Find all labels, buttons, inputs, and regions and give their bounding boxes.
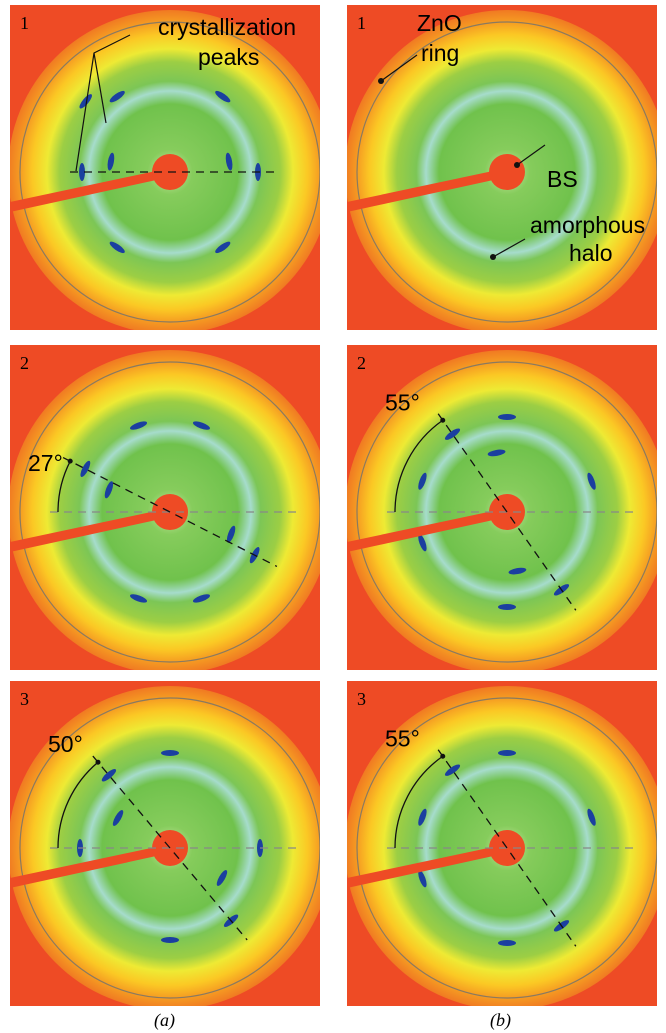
annotation: ZnO — [417, 10, 462, 36]
angle-label: 50° — [48, 731, 83, 757]
panel-number: 1 — [20, 13, 29, 33]
panel-number: 2 — [20, 353, 29, 373]
peak — [498, 414, 516, 420]
panel-number: 3 — [20, 689, 29, 709]
diffraction-panel: 3 50° — [10, 681, 320, 1006]
caption: (a) — [154, 1010, 175, 1031]
pointer-dot — [378, 78, 384, 84]
diffraction-panel: 1 crystallization peaks — [10, 5, 320, 330]
diffraction-panel: 2 27° — [10, 345, 320, 670]
peak — [498, 750, 516, 756]
pointer-dot — [514, 162, 520, 168]
annotation: halo — [569, 240, 612, 266]
angle-label: 27° — [28, 450, 63, 476]
beam-stop — [489, 154, 525, 190]
peak — [498, 604, 516, 610]
angle-label: 55° — [385, 389, 420, 415]
annotation: ring — [421, 40, 459, 66]
angle-label: 55° — [385, 725, 420, 751]
diffraction-panel: 2 55° — [347, 345, 657, 670]
peak — [498, 940, 516, 946]
annotation: amorphous — [530, 212, 645, 238]
panel-number: 2 — [357, 353, 366, 373]
caption: (b) — [490, 1010, 511, 1031]
peak — [161, 750, 179, 756]
arrow-head — [440, 418, 445, 423]
annotation: BS — [547, 166, 578, 192]
arrow-head — [440, 754, 445, 759]
figure: (a) (b) 1 crystallization peaks 1 ZnO ring BS a… — [0, 0, 666, 1033]
arrow-head — [96, 760, 101, 765]
annotation: peaks — [198, 44, 259, 70]
diffraction-panel: 3 55° — [347, 681, 657, 1006]
panel-number: 3 — [357, 689, 366, 709]
annotation: crystallization — [158, 14, 296, 40]
panel-number: 1 — [357, 13, 366, 33]
peak — [161, 937, 179, 943]
arrow-head — [68, 459, 73, 464]
pointer-dot — [490, 254, 496, 260]
